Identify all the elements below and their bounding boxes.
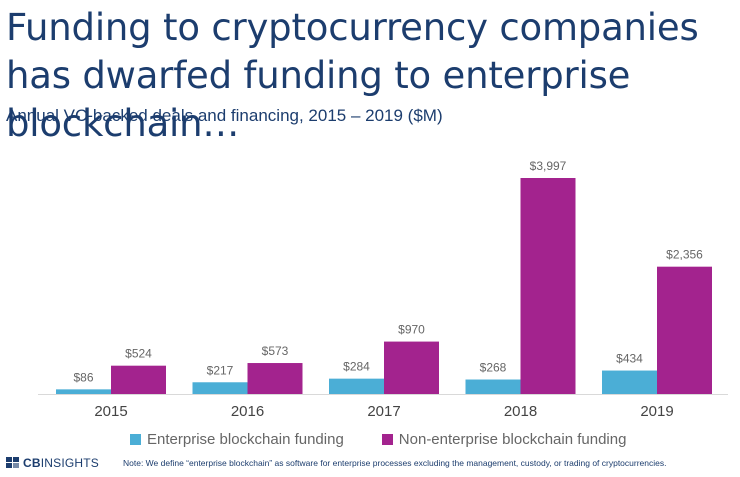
legend-item-enterprise: Enterprise blockchain funding <box>130 431 344 448</box>
bar-non-enterprise-2019 <box>657 266 712 394</box>
data-label-non-enterprise-2019: $2,356 <box>666 248 703 262</box>
data-label-enterprise-2019: $434 <box>616 352 643 366</box>
data-label-enterprise-2016: $217 <box>207 363 234 377</box>
bar-chart: $86 $524 2015 $217 $573 2016 $284 $970 2017 $268 $… <box>38 159 728 420</box>
bar-non-enterprise-2015 <box>111 365 166 394</box>
x-tick-label-2018: 2018 <box>504 403 537 420</box>
bar-non-enterprise-2017 <box>384 341 439 394</box>
chart-subtitle: Annual VC-backed deals and financing, 20… <box>6 106 443 125</box>
bar-enterprise-2017 <box>329 378 384 394</box>
legend-label-non-enterprise: Non-enterprise blockchain funding <box>398 431 627 448</box>
legend: Enterprise blockchain funding Non-enterp… <box>130 431 664 448</box>
bar-enterprise-2016 <box>192 382 248 394</box>
bar-enterprise-2018 <box>465 379 521 394</box>
x-tick-label-2017: 2017 <box>367 403 400 420</box>
data-label-non-enterprise-2017: $970 <box>398 323 425 337</box>
data-label-enterprise-2015: $86 <box>73 370 93 384</box>
bar-non-enterprise-2018 <box>520 178 576 394</box>
bar-enterprise-2019 <box>602 370 657 394</box>
data-label-non-enterprise-2018: $3,997 <box>530 159 567 173</box>
x-tick-label-2019: 2019 <box>640 403 673 420</box>
footnote: Note: We define “enterprise blockchain” … <box>123 458 667 468</box>
footer: CBINSIGHTS <box>6 456 99 470</box>
cb-insights-logo-text: CBINSIGHTS <box>23 456 100 470</box>
legend-item-non-enterprise: Non-enterprise blockchain funding <box>381 431 627 448</box>
bar-enterprise-2015 <box>56 389 111 394</box>
x-tick-label-2016: 2016 <box>231 403 264 420</box>
legend-swatch-non-enterprise <box>381 434 393 445</box>
data-label-non-enterprise-2016: $573 <box>262 344 289 358</box>
legend-label-enterprise: Enterprise blockchain funding <box>147 431 344 448</box>
data-label-enterprise-2017: $284 <box>343 360 370 374</box>
chart-title: Funding to cryptocurrency companies has … <box>6 6 699 145</box>
bar-non-enterprise-2016 <box>247 363 303 394</box>
data-label-non-enterprise-2015: $524 <box>125 347 152 361</box>
data-label-enterprise-2018: $268 <box>480 361 507 375</box>
cb-insights-logo: CBINSIGHTS <box>6 456 99 470</box>
x-tick-label-2015: 2015 <box>94 403 127 420</box>
cb-insights-logo-icon <box>6 457 20 469</box>
legend-swatch-enterprise <box>130 434 141 445</box>
